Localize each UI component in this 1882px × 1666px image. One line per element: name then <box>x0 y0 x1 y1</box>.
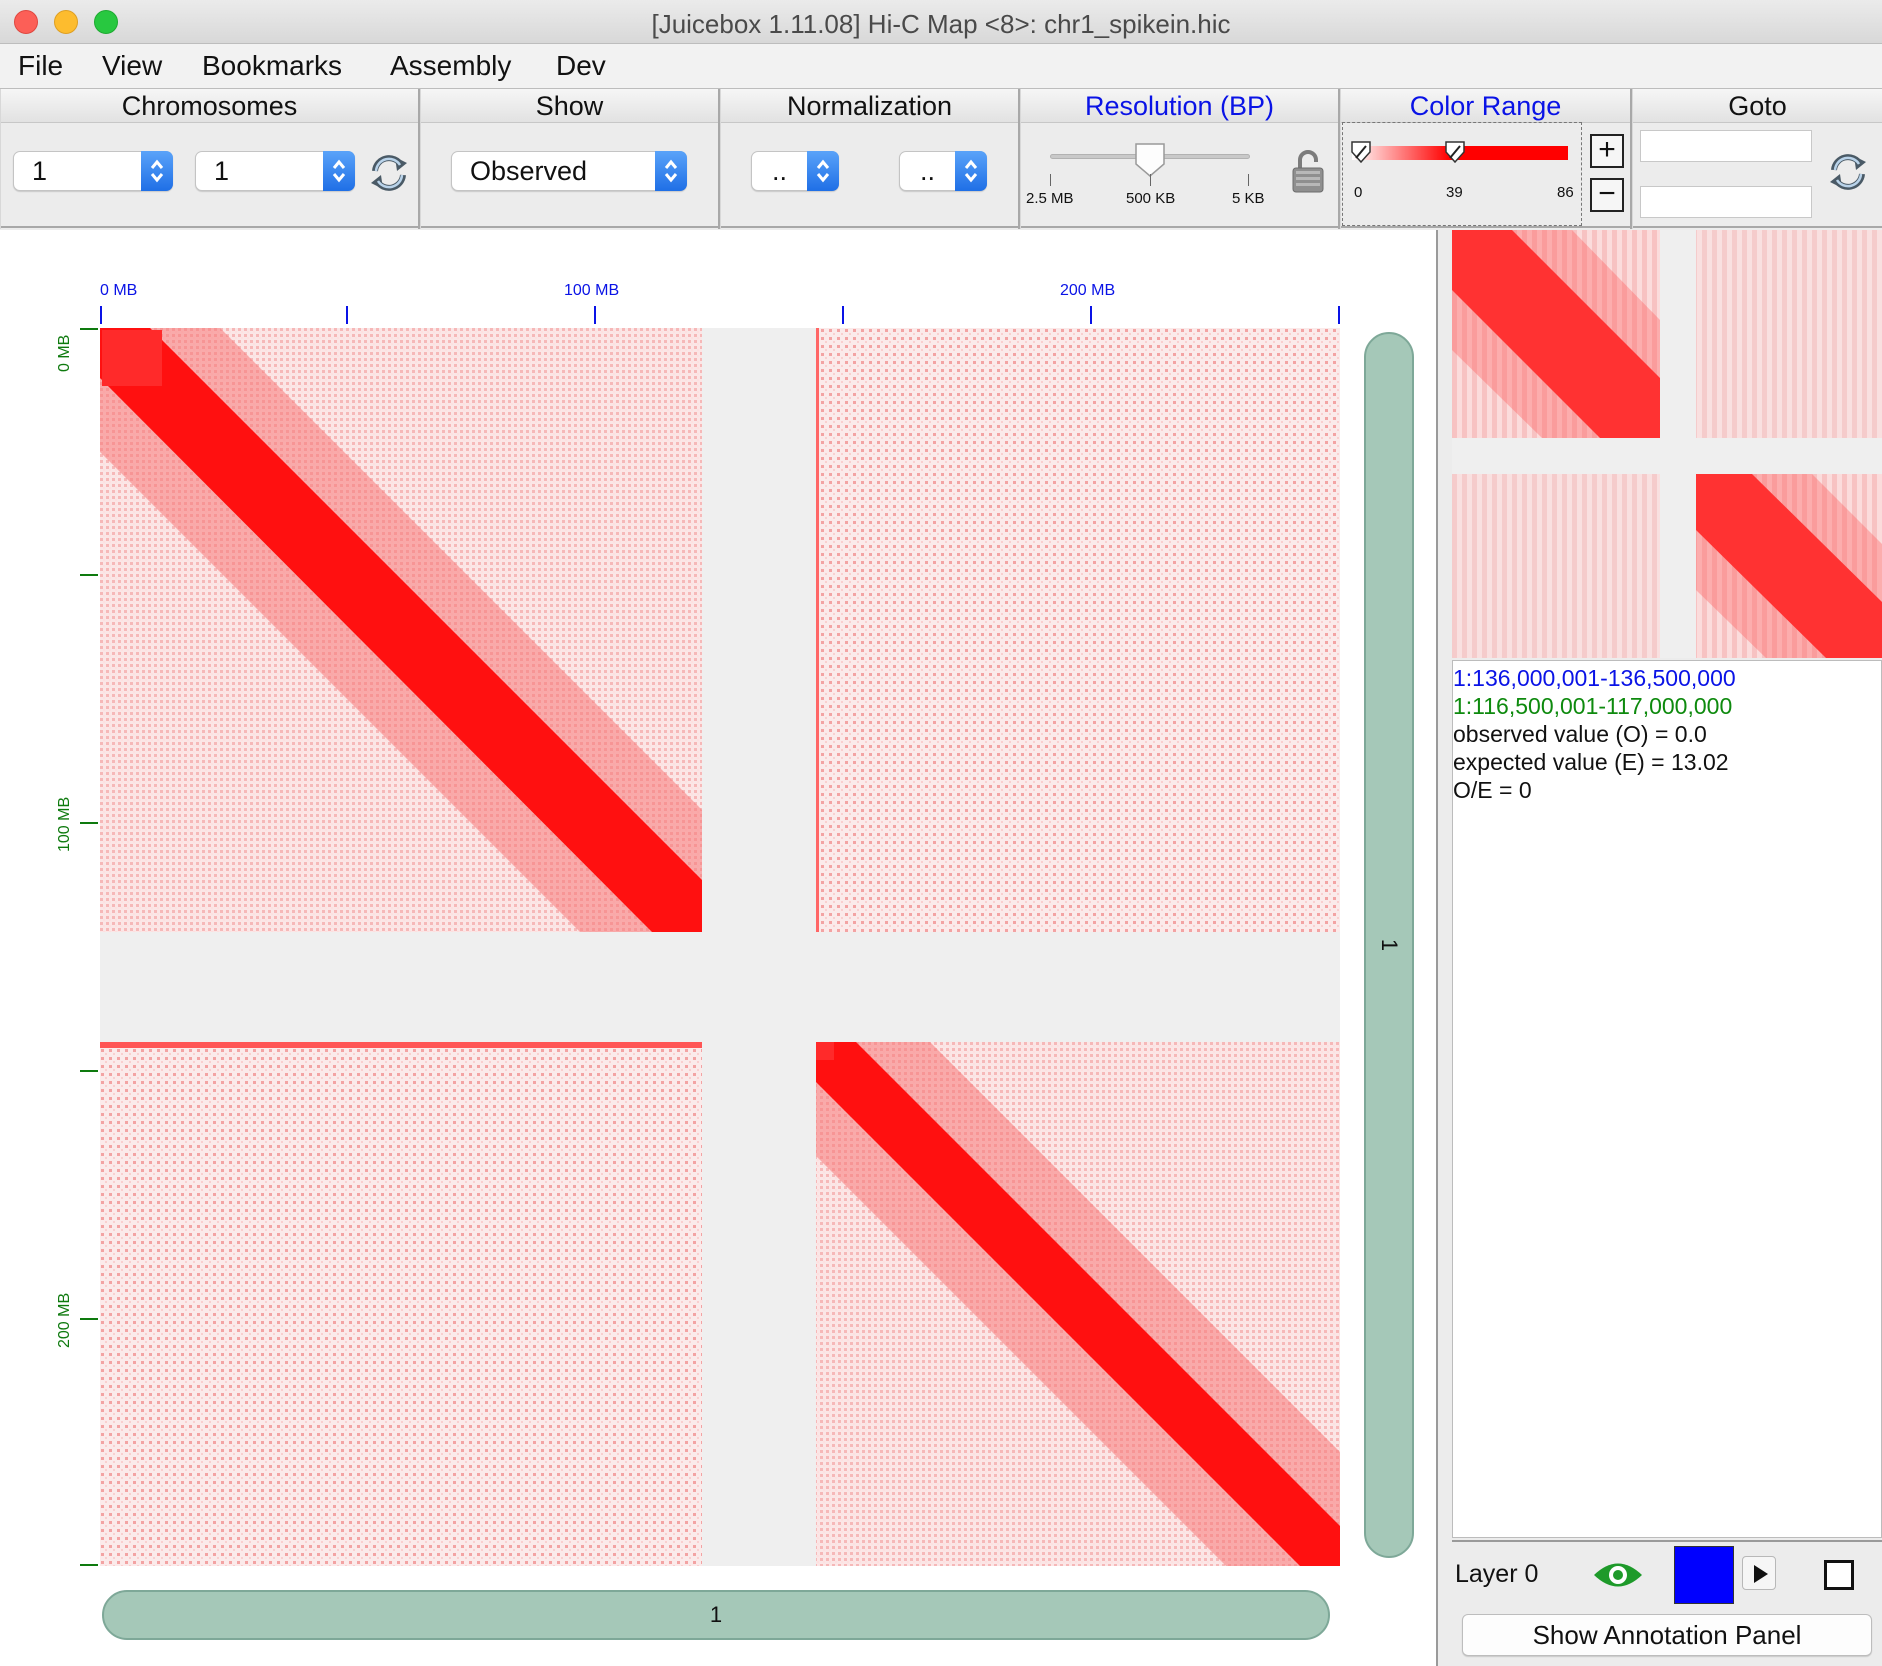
color-range-mid-label: 39 <box>1446 184 1463 201</box>
show-select[interactable]: Observed <box>451 151 687 191</box>
x-coordinate-text: 1:136,000,001-136,500,000 <box>1453 665 1736 692</box>
show-annotation-panel-button[interactable]: Show Annotation Panel <box>1462 1614 1872 1656</box>
resolution-tick-label: 500 KB <box>1126 190 1175 207</box>
x-axis-label: 200 MB <box>1060 282 1115 300</box>
chromosome-x-value: 1 <box>32 156 47 187</box>
x-axis-tick <box>346 306 348 324</box>
expected-value-text: expected value (E) = 13.02 <box>1453 749 1729 776</box>
goto-x-input[interactable] <box>1640 130 1812 162</box>
normalization-select-2[interactable]: .. <box>899 151 987 191</box>
menu-view[interactable]: View <box>102 50 162 82</box>
menu-assembly[interactable]: Assembly <box>390 50 511 82</box>
resolution-label: Resolution (BP) <box>1021 89 1338 123</box>
y-axis-tick <box>80 1564 98 1566</box>
y-axis-tick <box>80 1070 98 1072</box>
unlock-icon[interactable] <box>1290 150 1326 194</box>
y-axis-tick <box>80 822 98 824</box>
info-panel: 1:136,000,001-136,500,000 1:116,500,001-… <box>1452 660 1882 1538</box>
menu-bar: File View Bookmarks Assembly Dev <box>0 44 1882 88</box>
menu-bookmarks[interactable]: Bookmarks <box>202 50 342 82</box>
layer-color-swatch[interactable] <box>1674 1546 1734 1604</box>
color-range-label: Color Range <box>1341 89 1630 123</box>
y-coordinate-text: 1:116,500,001-117,000,000 <box>1453 693 1732 720</box>
resolution-tick-label: 5 KB <box>1232 190 1265 207</box>
chromosome-y-value: 1 <box>214 156 229 187</box>
resolution-slider-thumb[interactable] <box>1134 142 1166 178</box>
normalization-panel: Normalization .. .. <box>720 89 1020 229</box>
color-range-minus-button[interactable]: − <box>1590 178 1624 212</box>
x-axis-tick <box>1338 306 1340 324</box>
chromosome-bar-y[interactable]: 1 <box>1364 332 1414 1558</box>
color-range-max-label: 86 <box>1557 184 1574 201</box>
chromosome-bar-x[interactable]: 1 <box>102 1590 1330 1640</box>
x-axis-tick <box>1090 306 1092 324</box>
observed-value-text: observed value (O) = 0.0 <box>1453 721 1707 748</box>
y-axis-tick <box>80 1318 98 1320</box>
show-panel: Show Observed <box>420 89 720 229</box>
chromosome-y-select[interactable]: 1 <box>195 151 355 191</box>
chevron-updown-icon <box>141 151 173 191</box>
oe-ratio-text: O/E = 0 <box>1453 777 1532 804</box>
color-range-plus-button[interactable]: + <box>1590 134 1624 168</box>
y-axis-label: 0 MB <box>56 335 74 372</box>
chevron-updown-icon <box>655 151 687 191</box>
layer-name: Layer 0 <box>1455 1560 1538 1589</box>
resolution-tick-label: 2.5 MB <box>1026 190 1074 207</box>
play-button[interactable] <box>1742 1556 1776 1590</box>
x-axis-label: 0 MB <box>100 282 137 300</box>
contact-matrix-graphic <box>100 328 1340 1566</box>
menu-file[interactable]: File <box>18 50 63 82</box>
x-axis-tick <box>100 306 102 324</box>
normalization-value-1: .. <box>772 156 787 187</box>
normalization-value-2: .. <box>920 156 935 187</box>
chevron-updown-icon <box>807 151 839 191</box>
contact-heatmap[interactable] <box>100 328 1340 1566</box>
color-range-min-label: 0 <box>1354 184 1362 201</box>
x-axis-tick <box>594 306 596 324</box>
chevron-updown-icon <box>323 151 355 191</box>
resolution-tick <box>1050 174 1051 186</box>
resolution-tick <box>1248 174 1249 186</box>
resolution-tick <box>1150 174 1151 186</box>
color-range-min-thumb[interactable] <box>1350 140 1372 166</box>
color-range-max-thumb[interactable] <box>1444 140 1466 166</box>
menu-dev[interactable]: Dev <box>556 50 606 82</box>
window-title: [Juicebox 1.11.08] Hi-C Map <8>: chr1_sp… <box>0 9 1882 40</box>
y-axis-tick <box>80 574 98 576</box>
show-value: Observed <box>470 156 587 187</box>
square-icon[interactable] <box>1824 1560 1854 1590</box>
chromosome-x-select[interactable]: 1 <box>13 151 173 191</box>
refresh-icon[interactable] <box>367 151 411 195</box>
thumbnail-graphic <box>1452 230 1882 658</box>
x-axis-tick <box>842 306 844 324</box>
normalization-label: Normalization <box>721 89 1018 123</box>
goto-y-input[interactable] <box>1640 186 1812 218</box>
chromosome-bar-y-label: 1 <box>1376 922 1402 968</box>
eye-icon[interactable] <box>1592 1558 1644 1592</box>
chromosomes-label: Chromosomes <box>1 89 418 123</box>
thumbnail-map[interactable] <box>1452 230 1882 658</box>
show-label: Show <box>421 89 718 123</box>
x-axis-label: 100 MB <box>564 282 619 300</box>
goto-label: Goto <box>1633 89 1882 123</box>
y-axis-label: 200 MB <box>56 1293 74 1348</box>
chromosomes-panel: Chromosomes 1 1 <box>0 89 420 229</box>
chevron-updown-icon <box>955 151 987 191</box>
normalization-select-1[interactable]: .. <box>751 151 839 191</box>
color-range-slider-border <box>1342 122 1582 226</box>
y-axis-label: 100 MB <box>56 797 74 852</box>
play-icon <box>1743 1557 1777 1591</box>
refresh-icon[interactable] <box>1826 150 1870 194</box>
title-bar: [Juicebox 1.11.08] Hi-C Map <8>: chr1_sp… <box>0 0 1882 44</box>
y-axis-tick <box>80 328 98 330</box>
